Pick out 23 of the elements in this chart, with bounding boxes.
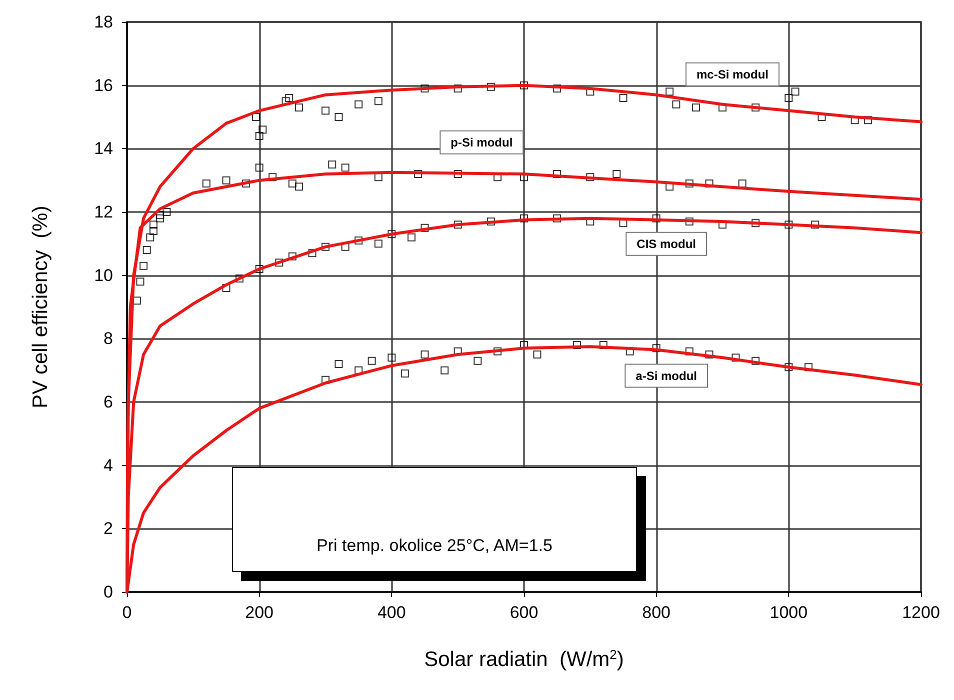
x-tick-label: 200: [245, 603, 274, 622]
series-label: CIS modul: [636, 236, 696, 251]
x-tick-label: 400: [377, 603, 406, 622]
y-tick-label: 6: [104, 392, 113, 412]
x-tick-label: 800: [642, 603, 671, 622]
y-tick-label: 0: [104, 582, 113, 602]
series-label: mc-Si modul: [696, 67, 769, 82]
x-tick-label: 1200: [902, 603, 940, 622]
y-tick-label: 2: [104, 519, 113, 538]
x-tick-label: 0: [122, 603, 132, 622]
y-tick-label: 18: [94, 12, 113, 32]
y-axis-title: PV cell efficiency (%): [29, 206, 52, 408]
x-tick-label: 600: [510, 603, 538, 622]
y-tick-label: 8: [104, 329, 113, 348]
y-tick-label: 10: [94, 266, 113, 285]
y-tick-label: 4: [104, 456, 113, 475]
y-tick-label: 16: [94, 76, 113, 95]
y-tick-label: 14: [94, 139, 113, 158]
series-label: a-Si modul: [636, 368, 698, 383]
series-label: p-Si modul: [450, 135, 513, 150]
y-tick-label: 12: [94, 202, 113, 222]
x-tick-label: 1000: [770, 603, 808, 622]
annotation: Pri temp. okolice 25°C, AM=1.5: [316, 536, 554, 556]
